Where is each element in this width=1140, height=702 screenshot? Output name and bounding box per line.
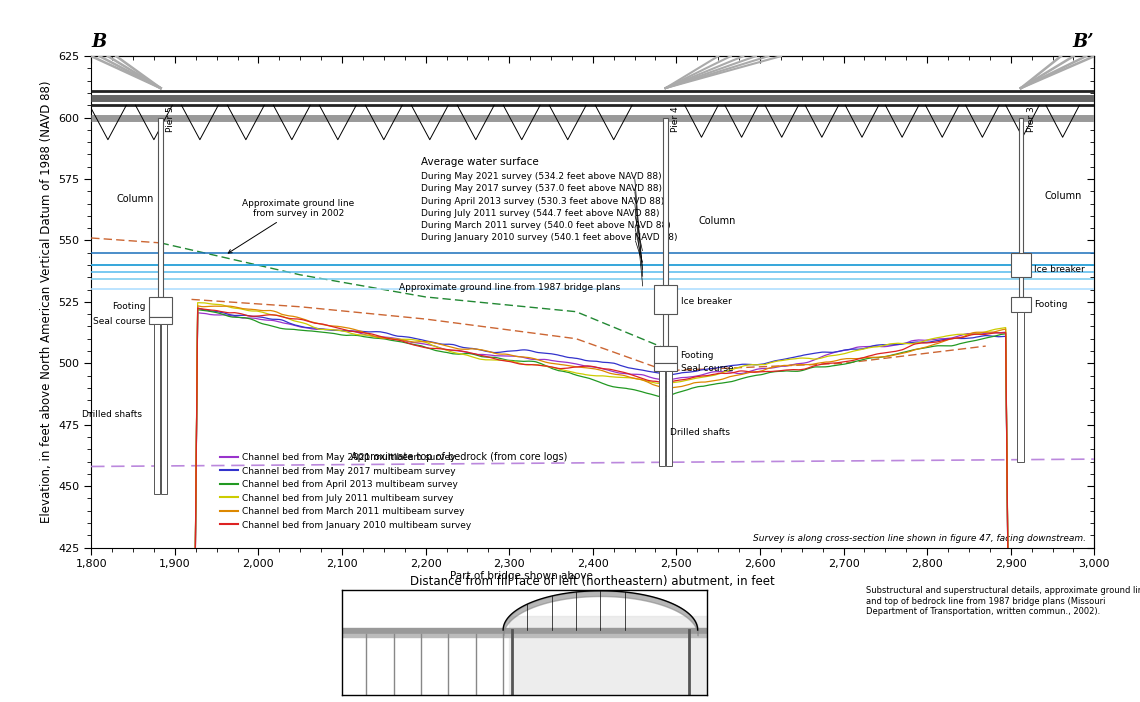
Text: Survey is along cross-section line shown in figure 47, facing downstream.: Survey is along cross-section line shown… — [754, 534, 1086, 543]
Text: Column: Column — [699, 216, 736, 226]
Bar — [659, 371, 665, 466]
X-axis label: Distance from fill face of left (northeastern) abutment, in feet: Distance from fill face of left (northea… — [410, 575, 775, 588]
Text: During April 2013 survey (530.3 feet above NAVD 88): During April 2013 survey (530.3 feet abo… — [422, 197, 665, 206]
Bar — [149, 317, 172, 324]
Text: Pier 5: Pier 5 — [166, 107, 176, 132]
Bar — [654, 285, 677, 314]
Bar — [1019, 117, 1023, 297]
Text: Part of bridge shown above: Part of bridge shown above — [449, 571, 593, 581]
Text: Substructural and superstructural details, approximate ground line,
and top of b: Substructural and superstructural detail… — [866, 586, 1140, 616]
Text: Average water surface: Average water surface — [422, 157, 539, 166]
Text: Column: Column — [1044, 191, 1082, 201]
Text: Column: Column — [116, 194, 154, 204]
Text: During May 2017 survey (537.0 feet above NAVD 88): During May 2017 survey (537.0 feet above… — [422, 185, 662, 193]
Legend: Channel bed from May 2021 multibeam survey, Channel bed from May 2017 multibeam : Channel bed from May 2021 multibeam surv… — [217, 449, 475, 534]
Text: Approximate top of bedrock (from core logs): Approximate top of bedrock (from core lo… — [351, 451, 568, 462]
Text: Footing: Footing — [112, 303, 146, 311]
Text: During May 2021 survey (534.2 feet above NAVD 88): During May 2021 survey (534.2 feet above… — [422, 172, 662, 181]
Text: Seal course: Seal course — [93, 317, 146, 326]
Bar — [1011, 253, 1031, 277]
Text: Drilled shafts: Drilled shafts — [82, 411, 142, 419]
Bar — [663, 117, 668, 346]
Text: Footing: Footing — [1034, 300, 1068, 309]
Text: Drilled shafts: Drilled shafts — [669, 428, 730, 437]
Text: Seal course: Seal course — [681, 364, 733, 373]
Text: Footing: Footing — [681, 352, 714, 360]
Y-axis label: Elevation, in feet above North American Vertical Datum of 1988 (NAVD 88): Elevation, in feet above North American … — [40, 81, 52, 523]
Bar — [654, 363, 677, 371]
Text: Pier 3: Pier 3 — [1027, 107, 1035, 132]
Text: Pier 4: Pier 4 — [671, 107, 681, 132]
Bar — [162, 324, 168, 494]
Text: During January 2010 survey (540.1 feet above NAVD 88): During January 2010 survey (540.1 feet a… — [422, 234, 678, 242]
Bar — [667, 371, 673, 466]
Text: Ice breaker: Ice breaker — [1034, 265, 1085, 274]
Bar — [654, 346, 677, 363]
Text: During March 2011 survey (540.0 feet above NAVD 88): During March 2011 survey (540.0 feet abo… — [422, 221, 671, 230]
Text: Approximate ground line
from survey in 2002: Approximate ground line from survey in 2… — [228, 199, 355, 253]
Text: Ice breaker: Ice breaker — [681, 298, 732, 306]
Bar — [149, 297, 172, 317]
Bar — [158, 117, 163, 297]
Bar — [1018, 312, 1024, 461]
Bar — [1011, 297, 1031, 312]
Text: B’: B’ — [1073, 33, 1094, 51]
Text: During July 2011 survey (544.7 feet above NAVD 88): During July 2011 survey (544.7 feet abov… — [422, 209, 660, 218]
Text: B: B — [91, 33, 106, 51]
Text: Approximate ground line from 1987 bridge plans: Approximate ground line from 1987 bridge… — [399, 283, 620, 292]
Bar — [154, 324, 160, 494]
